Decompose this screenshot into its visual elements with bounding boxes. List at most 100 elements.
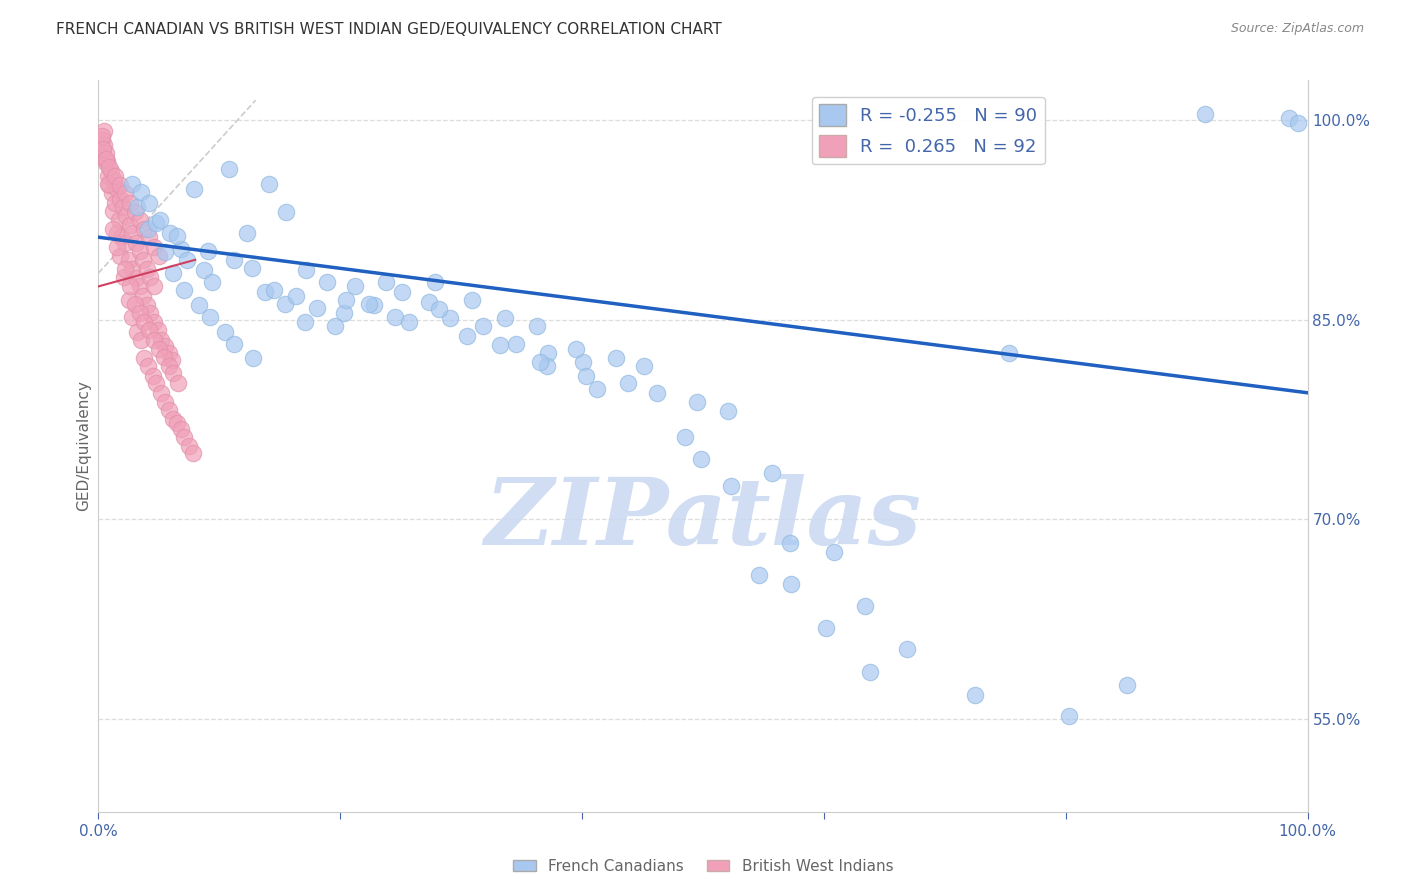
Point: [160, 352, 183, 367]
Point: [169, 422, 191, 436]
Text: ZIPatlas: ZIPatlas: [485, 475, 921, 564]
Point: [529, 355, 551, 369]
Point: [103, 173, 125, 187]
Point: [167, 376, 190, 391]
Y-axis label: GED/Equivalency: GED/Equivalency: [76, 381, 91, 511]
Point: [575, 368, 598, 383]
Point: [145, 216, 167, 230]
Point: [214, 325, 236, 339]
Point: [166, 228, 188, 243]
Point: [536, 359, 558, 374]
Point: [686, 395, 709, 409]
Point: [187, 298, 209, 312]
Point: [720, 479, 742, 493]
Point: [153, 395, 176, 409]
Point: [325, 319, 347, 334]
Point: [104, 195, 127, 210]
Point: [142, 368, 165, 383]
Point: [143, 239, 166, 253]
Point: [375, 276, 398, 290]
Point: [127, 200, 149, 214]
Point: [96, 154, 118, 169]
Point: [605, 351, 627, 366]
Point: [124, 205, 146, 219]
Point: [146, 323, 169, 337]
Point: [295, 263, 318, 277]
Point: [94, 152, 117, 166]
Point: [112, 270, 135, 285]
Point: [384, 310, 406, 324]
Point: [236, 226, 259, 240]
Point: [128, 244, 150, 258]
Point: [135, 298, 157, 312]
Point: [162, 266, 184, 280]
Point: [148, 249, 170, 263]
Point: [254, 285, 277, 299]
Point: [418, 295, 440, 310]
Point: [859, 665, 882, 679]
Point: [125, 235, 148, 250]
Point: [108, 213, 131, 227]
Point: [148, 342, 170, 356]
Point: [138, 323, 160, 337]
Point: [222, 252, 245, 267]
Point: [537, 346, 560, 360]
Point: [242, 351, 264, 366]
Point: [136, 359, 159, 374]
Point: [127, 325, 149, 339]
Point: [105, 239, 128, 253]
Point: [166, 417, 188, 431]
Point: [115, 209, 138, 223]
Point: [617, 376, 640, 391]
Point: [572, 355, 595, 369]
Point: [118, 219, 141, 233]
Point: [179, 439, 201, 453]
Point: [150, 333, 173, 347]
Text: Source: ZipAtlas.com: Source: ZipAtlas.com: [1230, 22, 1364, 36]
Point: [363, 298, 385, 312]
Point: [1059, 709, 1081, 723]
Point: [108, 249, 131, 263]
Point: [222, 336, 245, 351]
Point: [128, 279, 150, 293]
Point: [132, 289, 155, 303]
Point: [111, 200, 134, 214]
Point: [97, 177, 120, 191]
Point: [94, 155, 117, 169]
Point: [896, 642, 918, 657]
Legend: French Canadians, British West Indians: French Canadians, British West Indians: [506, 853, 900, 880]
Point: [273, 296, 295, 310]
Point: [93, 138, 115, 153]
Point: [748, 568, 770, 582]
Point: [101, 203, 124, 218]
Point: [150, 385, 173, 400]
Point: [218, 162, 240, 177]
Point: [815, 621, 838, 635]
Point: [110, 230, 132, 244]
Point: [823, 545, 845, 559]
Point: [343, 279, 366, 293]
Point: [173, 430, 195, 444]
Point: [94, 146, 117, 161]
Point: [118, 195, 141, 210]
Point: [263, 284, 285, 298]
Point: [1286, 116, 1309, 130]
Point: [134, 351, 156, 366]
Point: [998, 346, 1021, 360]
Point: [489, 338, 512, 352]
Point: [257, 177, 280, 191]
Point: [128, 306, 150, 320]
Point: [114, 235, 136, 250]
Point: [176, 252, 198, 267]
Point: [134, 222, 156, 236]
Point: [439, 311, 461, 326]
Point: [429, 301, 451, 316]
Point: [391, 285, 413, 299]
Point: [108, 178, 131, 193]
Point: [461, 293, 484, 307]
Point: [129, 333, 152, 347]
Point: [157, 359, 180, 374]
Point: [136, 222, 159, 236]
Point: [335, 293, 357, 307]
Point: [100, 186, 122, 201]
